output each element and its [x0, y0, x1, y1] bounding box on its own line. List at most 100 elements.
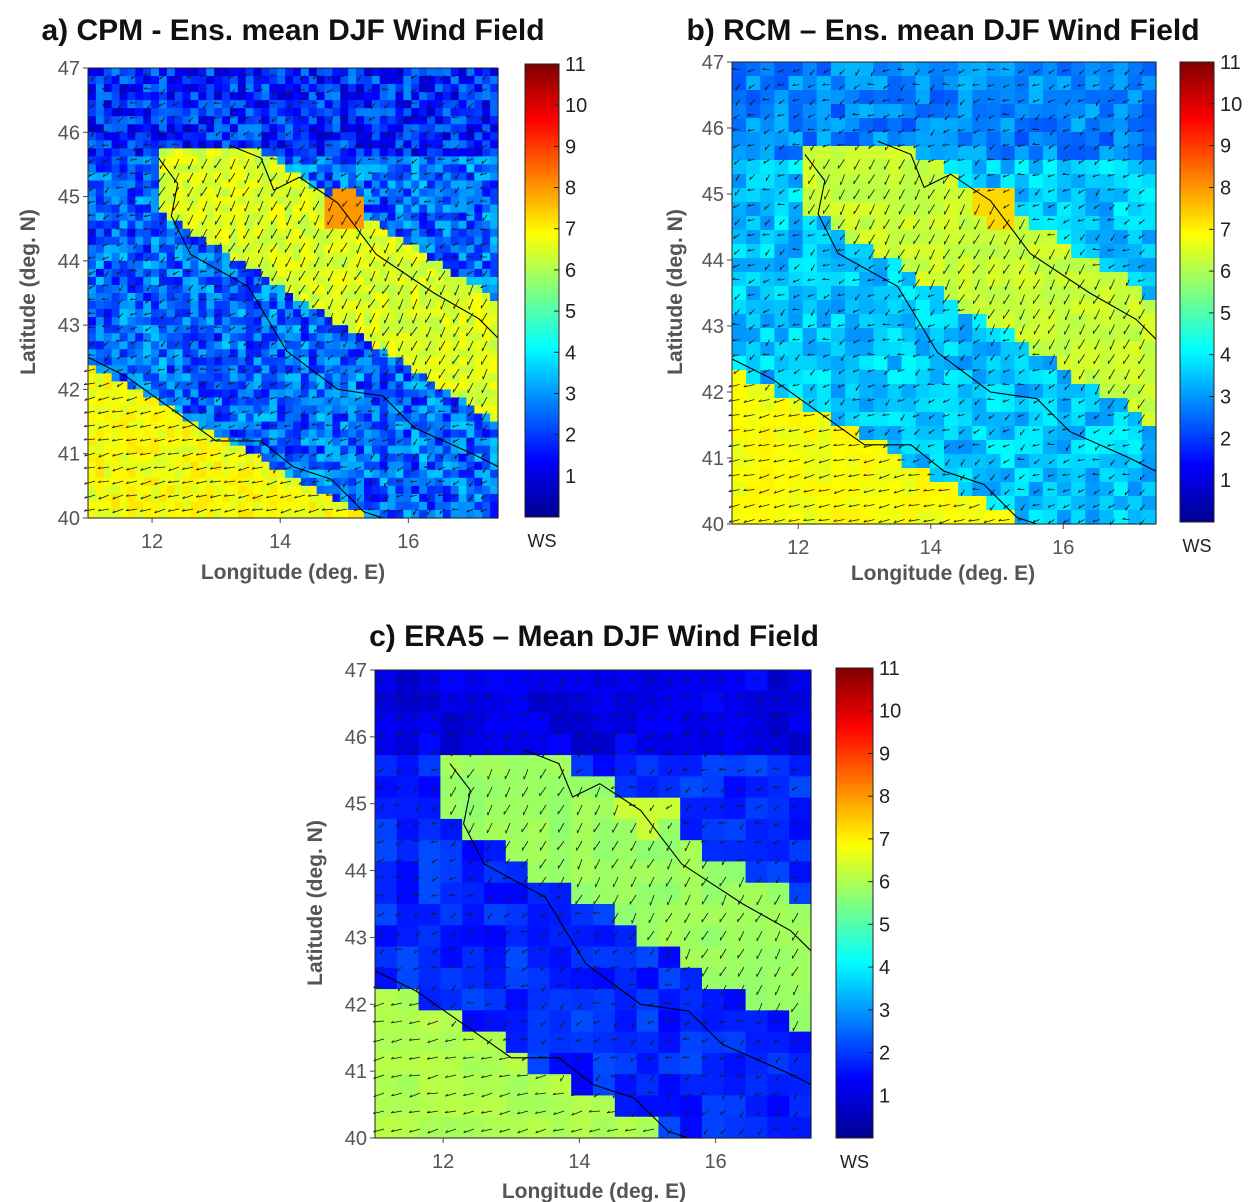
heatmap-cell: [324, 341, 334, 350]
heatmap-cell: [411, 293, 420, 302]
heatmap-cell: [340, 469, 349, 479]
heatmap-cell: [293, 196, 302, 206]
heatmap-cell: [466, 421, 475, 431]
heatmap-cell: [490, 204, 499, 214]
heatmap-cell: [151, 220, 160, 230]
heatmap-cell: [182, 429, 192, 439]
heatmap-cell: [277, 228, 286, 238]
heatmap-cell: [458, 76, 468, 85]
heatmap-cell: [371, 116, 381, 125]
heatmap-cell: [395, 188, 404, 198]
wind-arrow: [482, 340, 488, 352]
wind-arrow-head: [395, 423, 399, 426]
wind-arrow: [102, 242, 110, 247]
heatmap-cell: [371, 341, 381, 350]
heatmap-cell: [127, 68, 136, 77]
heatmap-cell: [245, 325, 255, 334]
heatmap-cell: [442, 325, 452, 334]
heatmap-cell: [261, 228, 270, 238]
heatmap-cell: [356, 100, 365, 109]
heatmap-cell: [151, 485, 160, 495]
wind-arrow: [133, 256, 138, 264]
heatmap-cell: [482, 180, 491, 190]
wind-arrow: [244, 200, 250, 212]
heatmap-cell: [395, 421, 404, 431]
heatmap-cell: [222, 132, 231, 141]
heatmap-cell: [198, 365, 207, 374]
heatmap-cell: [450, 164, 460, 174]
heatmap-cell: [174, 333, 184, 342]
wind-arrow-head: [294, 495, 297, 499]
wind-arrow: [354, 144, 362, 148]
heatmap-cell: [356, 172, 365, 182]
heatmap-cell: [340, 76, 349, 85]
heatmap-cell: [174, 244, 184, 254]
heatmap-cell: [135, 501, 144, 511]
heatmap-cell: [371, 485, 381, 495]
heatmap-cell: [466, 333, 475, 342]
heatmap-cell: [371, 429, 381, 439]
heatmap-cell: [253, 244, 263, 254]
heatmap-cell: [316, 164, 326, 174]
wind-arrow: [202, 172, 208, 184]
wind-arrow: [196, 508, 208, 514]
heatmap-cell: [316, 509, 326, 519]
heatmap-cell: [293, 493, 302, 503]
heatmap-cell: [363, 453, 373, 463]
wind-arrow-head: [243, 314, 246, 318]
heatmap-cell: [458, 100, 468, 109]
heatmap-cell: [261, 301, 270, 310]
heatmap-cell: [151, 76, 160, 85]
heatmap-cell: [111, 220, 121, 230]
heatmap-cell: [206, 429, 215, 439]
heatmap-cell: [340, 108, 349, 117]
heatmap-cell: [308, 501, 318, 511]
heatmap-cell: [746, 146, 761, 161]
wind-arrow: [454, 214, 460, 221]
wind-arrow: [256, 326, 264, 331]
wind-arrow: [438, 228, 446, 231]
heatmap-cell: [379, 252, 389, 262]
heatmap-cell: [316, 341, 326, 350]
wind-arrow: [384, 242, 390, 254]
heatmap-cell: [158, 357, 168, 366]
heatmap-cell: [300, 260, 310, 270]
heatmap-cell: [277, 244, 286, 254]
heatmap-cell: [166, 309, 176, 318]
heatmap-cell: [174, 453, 184, 463]
wind-arrow-head: [439, 427, 442, 431]
heatmap-cell: [95, 196, 105, 206]
wind-arrow-head: [171, 297, 175, 300]
heatmap-cell: [214, 284, 223, 294]
heatmap-cell: [127, 349, 136, 358]
heatmap-cell: [229, 325, 239, 334]
heatmap-cell: [293, 301, 302, 310]
heatmap-cell: [387, 461, 397, 471]
heatmap-cell: [135, 293, 144, 302]
heatmap-cell: [261, 437, 270, 447]
heatmap-cell: [166, 212, 176, 222]
wind-arrow: [340, 438, 348, 442]
heatmap-cell: [206, 100, 215, 109]
wind-arrow: [284, 144, 292, 148]
wind-arrow-head: [280, 495, 283, 499]
wind-arrow-head: [311, 129, 315, 132]
wind-arrow-head: [342, 320, 344, 324]
wind-arrow: [126, 410, 138, 415]
heatmap-cell: [490, 164, 499, 174]
heatmap-cell: [166, 132, 176, 141]
wind-arrow: [299, 326, 306, 332]
wind-arrow: [356, 326, 362, 338]
heatmap-cell: [340, 164, 349, 174]
heatmap-cell: [482, 260, 491, 270]
heatmap-cell: [88, 301, 97, 310]
wind-arrow: [242, 396, 250, 399]
heatmap-cell: [111, 156, 121, 166]
wind-arrow: [118, 298, 124, 305]
heatmap-cell: [190, 373, 199, 382]
heatmap-cell: [324, 333, 334, 342]
wind-arrow: [228, 284, 236, 288]
heatmap-cell: [143, 389, 152, 399]
heatmap-cell: [308, 317, 318, 326]
